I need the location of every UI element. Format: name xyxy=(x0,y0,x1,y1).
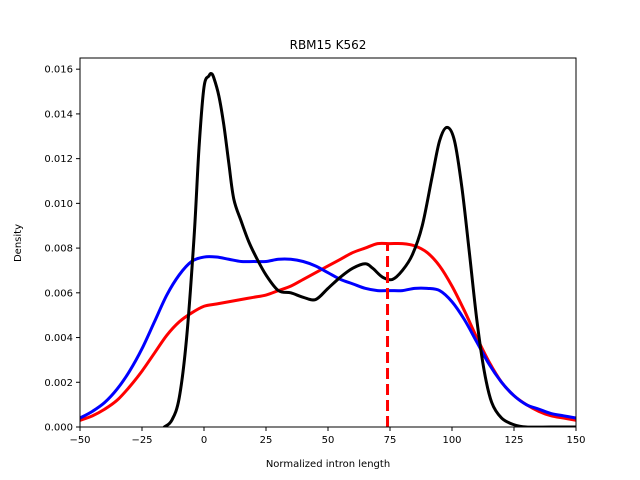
y-tick-label: 0.006 xyxy=(44,288,73,299)
x-axis-label: Normalized intron length xyxy=(266,459,390,470)
x-tick-label: 50 xyxy=(322,435,335,446)
series-red-line xyxy=(80,241,576,422)
axes: −50 −25 0 25 50 75 100 125 150 0.000 0.002 0.004 0.0… xyxy=(44,57,586,446)
y-tick-label: 0.002 xyxy=(44,378,73,389)
y-axis-label: Density xyxy=(13,224,24,262)
chart-title: RBM15 K562 xyxy=(290,38,367,52)
plot-area xyxy=(80,72,576,427)
axes-frame xyxy=(79,57,577,428)
y-tick-label: 0.016 xyxy=(44,65,73,76)
y-tick-label: 0.004 xyxy=(44,333,73,344)
x-tick-label: 125 xyxy=(504,435,523,446)
x-tick-label: −25 xyxy=(131,435,152,446)
y-tick-label: 0.000 xyxy=(44,423,73,434)
x-tick-label: −50 xyxy=(69,435,90,446)
y-tick-label: 0.012 xyxy=(44,154,73,165)
x-tick-label: 25 xyxy=(260,435,273,446)
series-black-line xyxy=(162,72,576,427)
y-tick-label: 0.008 xyxy=(44,244,73,255)
x-tick-label: 75 xyxy=(384,435,397,446)
x-tick-label: 150 xyxy=(566,435,585,446)
x-tick-label: 100 xyxy=(442,435,461,446)
series-blue-line xyxy=(80,255,576,420)
y-tick-label: 0.014 xyxy=(44,109,73,120)
y-tick-label: 0.010 xyxy=(44,199,73,210)
x-tick-label: 0 xyxy=(201,435,207,446)
